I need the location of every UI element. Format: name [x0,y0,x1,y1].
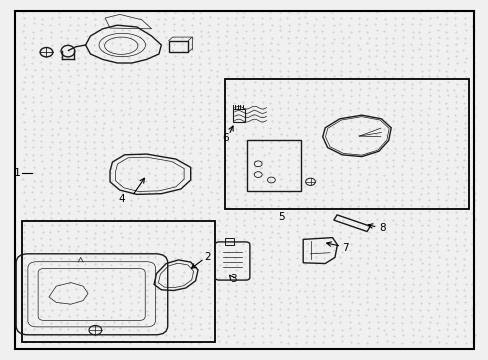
Text: 8: 8 [378,222,385,233]
Text: 7: 7 [342,243,348,253]
Bar [246,140,300,191]
Text: 1: 1 [14,168,20,178]
Bar [22,221,215,342]
Bar [224,238,233,245]
Bar [224,79,468,209]
Text: 5: 5 [277,212,284,222]
Bar [232,109,244,122]
Text: 2: 2 [204,252,211,262]
Text: 6: 6 [222,132,228,143]
Bar [168,41,188,52]
Text: 3: 3 [230,274,237,284]
Text: 4: 4 [118,194,124,204]
